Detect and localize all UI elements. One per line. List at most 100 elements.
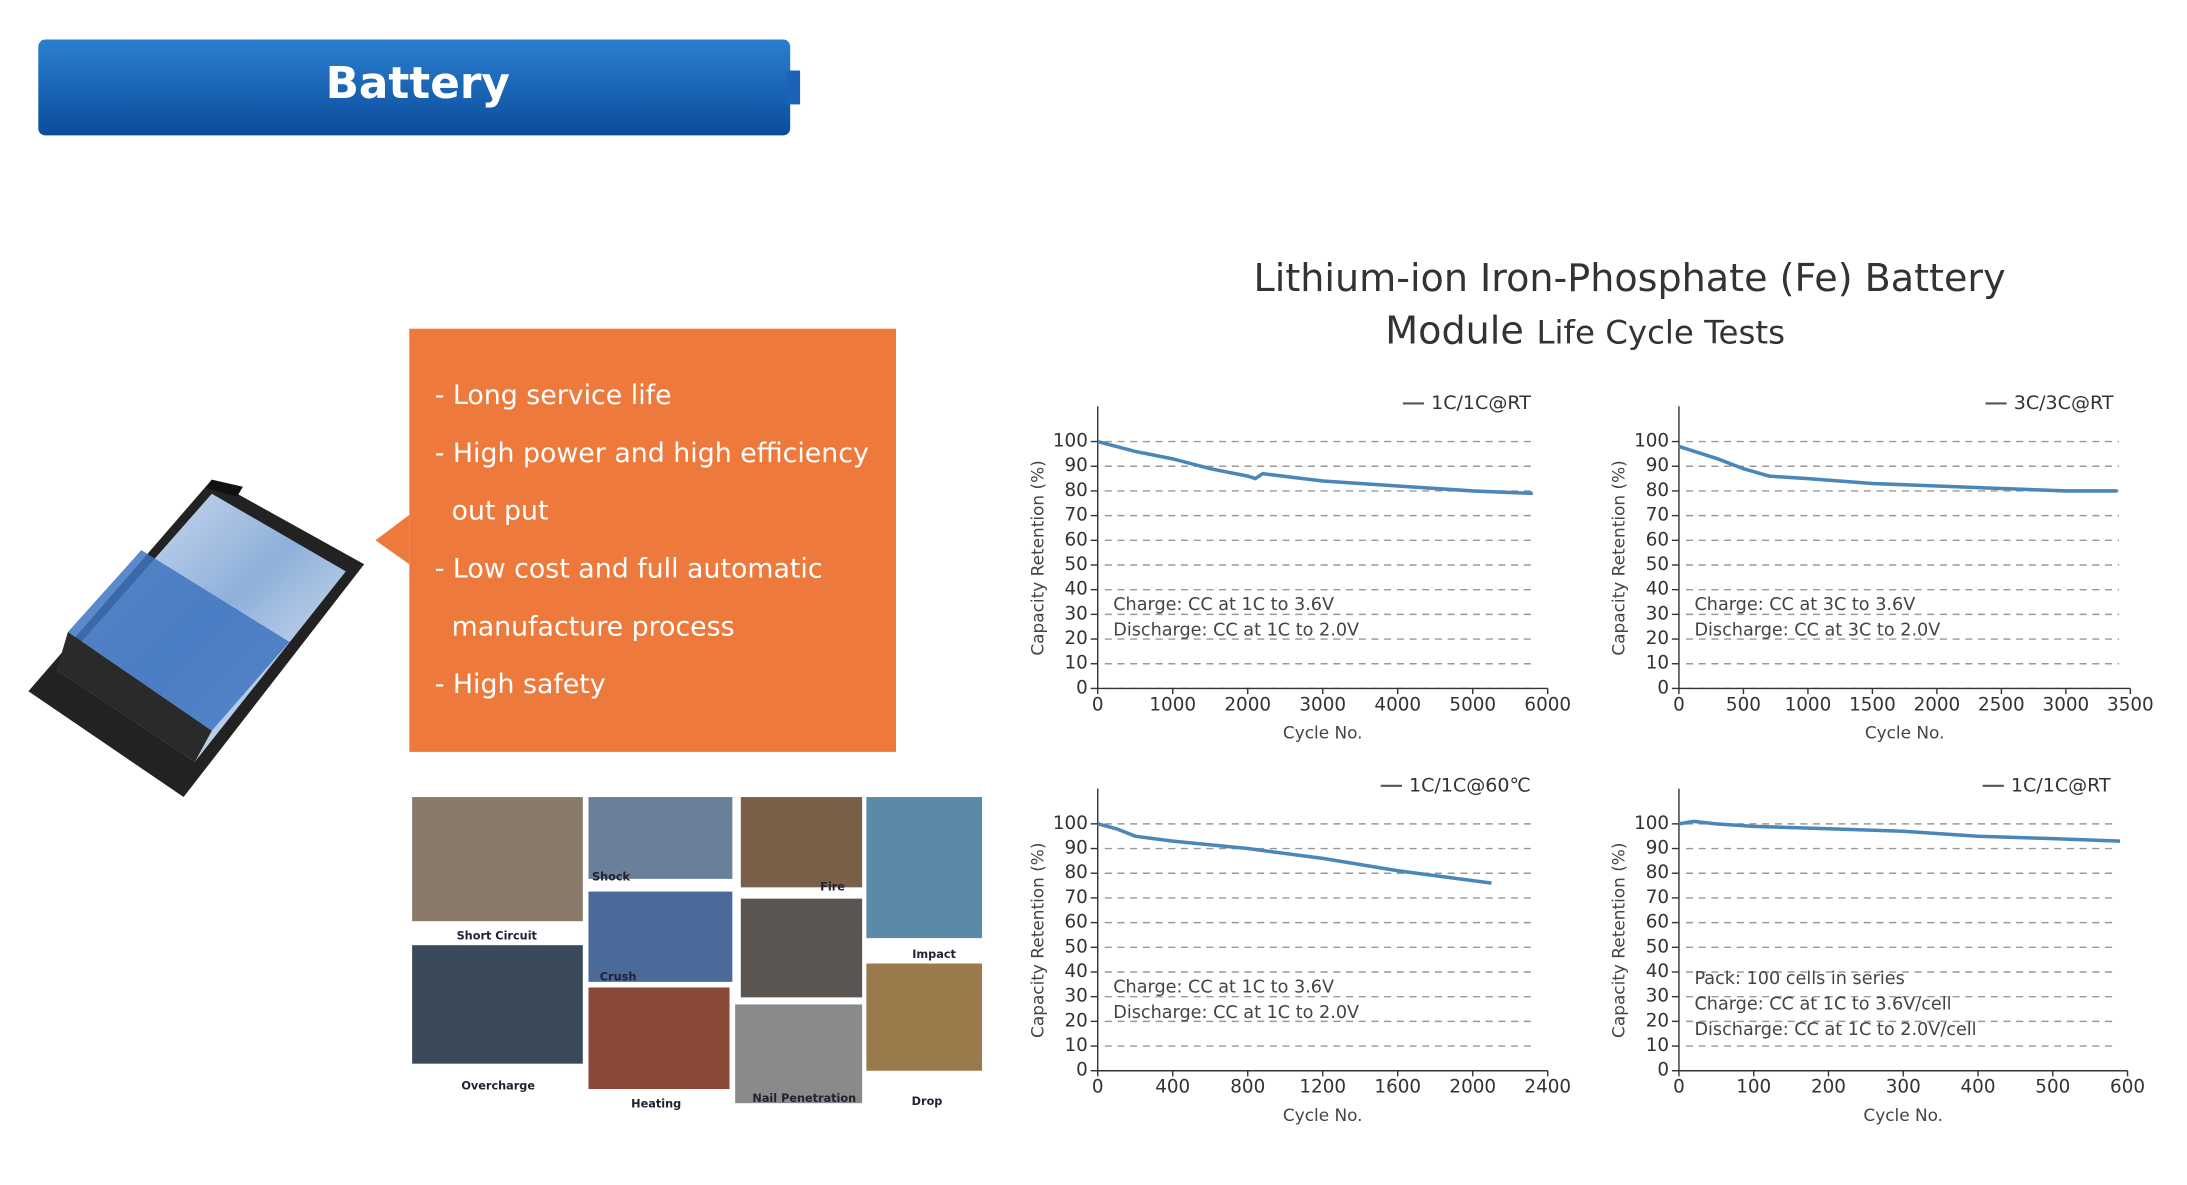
x-axis-label: Cycle No.: [1283, 1105, 1363, 1125]
x-tick-label: 0: [1092, 694, 1104, 715]
x-tick-label: 1500: [1849, 694, 1896, 715]
x-tick-label: 3500: [2107, 694, 2154, 715]
feature-item: - High safety: [435, 669, 606, 700]
test-label: Fire: [820, 880, 845, 893]
legend-label: 3C/3C@RT: [2014, 392, 2114, 414]
y-tick-label: 100: [1053, 431, 1088, 452]
y-tick-label: 100: [1634, 813, 1669, 834]
x-tick-label: 1000: [1785, 694, 1832, 715]
battery-image: [28, 479, 365, 798]
annotation: Discharge: CC at 1C to 2.0V: [1113, 621, 1359, 641]
y-tick-label: 30: [1065, 986, 1088, 1007]
test-label: Shock: [592, 870, 631, 883]
y-tick-label: 30: [1646, 603, 1669, 624]
y-tick-label: 60: [1646, 912, 1669, 933]
x-tick-label: 400: [1155, 1077, 1190, 1098]
annotation: Pack: 100 cells in series: [1694, 969, 1904, 989]
y-tick-label: 100: [1634, 431, 1669, 452]
test-label: Heating: [631, 1098, 681, 1111]
banner-tab: [787, 70, 801, 105]
y-tick-label: 80: [1065, 480, 1088, 501]
test-photo: [412, 797, 583, 922]
annotation: Charge: CC at 1C to 3.6V/cell: [1694, 994, 1951, 1014]
charts-title: Life Cycle Tests: [1536, 313, 1785, 351]
x-tick-label: 2000: [1914, 694, 1961, 715]
annotation: Charge: CC at 3C to 3.6V: [1694, 595, 1915, 615]
x-tick-label: 4000: [1374, 694, 1421, 715]
test-label: Impact: [912, 948, 956, 961]
feature-item: out put: [452, 496, 549, 527]
test-photo: [740, 797, 863, 888]
y-tick-label: 90: [1065, 838, 1088, 859]
y-tick-label: 80: [1065, 862, 1088, 883]
test-photo: [588, 891, 733, 982]
test-photo: [412, 945, 583, 1064]
x-tick-label: 300: [1886, 1077, 1921, 1098]
y-tick-label: 20: [1646, 1010, 1669, 1031]
y-tick-label: 90: [1065, 455, 1088, 476]
x-tick-label: 0: [1673, 1077, 1685, 1098]
y-tick-label: 50: [1065, 554, 1088, 575]
test-photo: [740, 898, 863, 998]
x-tick-label: 1600: [1374, 1077, 1421, 1098]
x-tick-label: 500: [1726, 694, 1761, 715]
y-tick-label: 50: [1065, 936, 1088, 957]
x-tick-label: 2000: [1224, 694, 1271, 715]
x-tick-label: 1000: [1149, 694, 1196, 715]
x-tick-label: 0: [1092, 1077, 1104, 1098]
y-tick-label: 70: [1646, 505, 1669, 526]
test-label: Overcharge: [461, 1079, 535, 1092]
x-tick-label: 1200: [1299, 1077, 1346, 1098]
y-tick-label: 80: [1646, 862, 1669, 883]
legend-label: 1C/1C@RT: [1431, 392, 1531, 414]
data-line: [1097, 439, 1533, 496]
y-tick-label: 10: [1065, 1035, 1088, 1056]
y-axis-label: Capacity Retention (%): [1609, 843, 1629, 1038]
x-tick-label: 400: [1961, 1077, 1996, 1098]
x-tick-label: 2500: [1978, 694, 2025, 715]
y-axis-label: Capacity Retention (%): [1027, 843, 1047, 1038]
y-tick-label: 10: [1065, 653, 1088, 674]
y-axis-label: Capacity Retention (%): [1609, 460, 1629, 655]
feature-item: - Long service life: [435, 380, 672, 411]
y-tick-label: 50: [1646, 936, 1669, 957]
x-axis-label: Cycle No.: [1863, 1105, 1943, 1125]
y-tick-label: 90: [1646, 455, 1669, 476]
y-tick-label: 40: [1646, 579, 1669, 600]
annotation: Discharge: CC at 3C to 2.0V: [1694, 621, 1940, 641]
y-tick-label: 20: [1065, 1010, 1088, 1031]
test-label: Drop: [912, 1095, 943, 1108]
x-tick-label: 600: [2110, 1077, 2145, 1098]
y-tick-label: 0: [1076, 1060, 1088, 1081]
legend-label: 1C/1C@60℃: [1409, 774, 1531, 796]
x-tick-label: 500: [2035, 1077, 2070, 1098]
y-tick-label: 50: [1646, 554, 1669, 575]
annotation: Charge: CC at 1C to 3.6V: [1113, 978, 1334, 998]
legend-label: 1C/1C@RT: [2011, 774, 2111, 796]
x-tick-label: 6000: [1524, 694, 1571, 715]
y-tick-label: 10: [1646, 653, 1669, 674]
feature-box: [409, 328, 896, 752]
feature-item: manufacture process: [452, 611, 735, 642]
annotation: Charge: CC at 1C to 3.6V: [1113, 595, 1334, 615]
y-tick-label: 40: [1646, 961, 1669, 982]
feature-item: - High power and high efficiency: [435, 438, 869, 469]
test-photos: Short Circuit Shock Fire Impact Crush Overcha…: [412, 797, 983, 1111]
feature-pointer: [375, 514, 410, 565]
y-tick-label: 30: [1065, 603, 1088, 624]
test-label: Short Circuit: [457, 930, 538, 943]
y-tick-label: 40: [1065, 579, 1088, 600]
y-tick-label: 20: [1646, 628, 1669, 649]
test-photo: [866, 797, 983, 939]
y-tick-label: 80: [1646, 480, 1669, 501]
x-tick-label: 200: [1811, 1077, 1846, 1098]
y-tick-label: 60: [1646, 529, 1669, 550]
charts-title: Module: [1385, 308, 1523, 352]
test-label: Crush: [600, 971, 637, 984]
y-tick-label: 0: [1657, 1060, 1669, 1081]
test-photo: [735, 1004, 863, 1104]
charts-title: Lithium-ion Iron-Phosphate (Fe) Battery: [1254, 256, 2006, 300]
header-title: Battery: [326, 58, 510, 109]
data-line: [1678, 444, 2118, 493]
